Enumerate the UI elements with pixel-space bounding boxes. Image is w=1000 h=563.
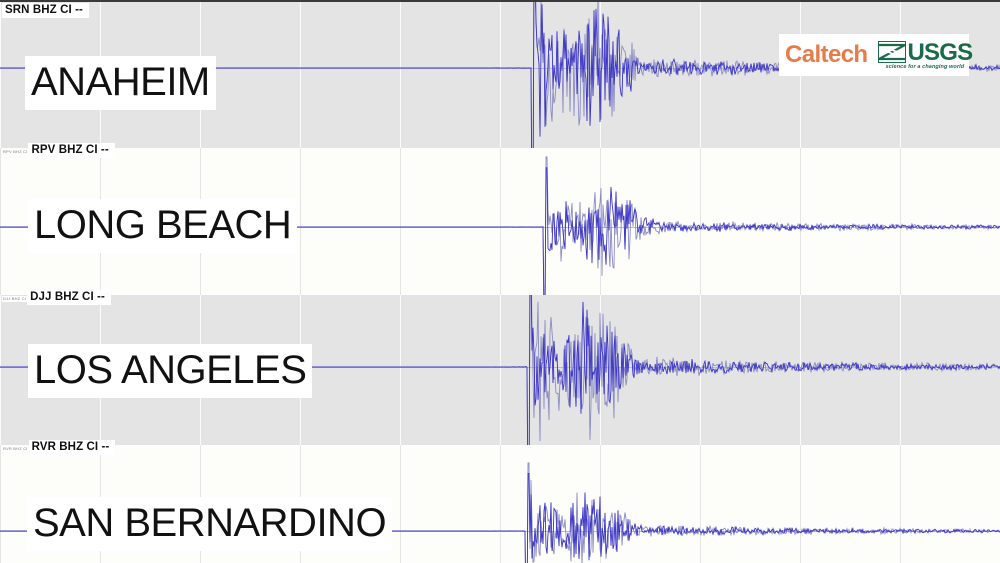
city-label: LONG BEACH — [28, 199, 298, 253]
channel-code-label: RVR BHZ CI -- — [28, 440, 116, 455]
channel-code-label: RPV BHZ CI -- — [28, 143, 115, 158]
usgs-wordmark: USGS — [907, 38, 974, 66]
channel-micro-label: DJJ BHZ CI — [2, 296, 28, 302]
usgs-wave-mark-icon — [877, 41, 906, 63]
channel-header[interactable]: RVR BHZ CI RVR BHZ CI -- — [2, 437, 116, 455]
city-label: LOS ANGELES — [28, 344, 313, 398]
channel-header[interactable]: DJJ BHZ CI DJJ BHZ CI -- — [2, 287, 111, 305]
channel-micro-label: RVR BHZ CI — [2, 446, 29, 452]
caltech-logo: Caltech — [785, 41, 868, 68]
channel-header[interactable]: RPV BHZ CI RPV BHZ CI -- — [2, 140, 115, 158]
top-border — [0, 0, 1000, 2]
usgs-logo-top: USGS — [877, 38, 974, 66]
channel-code-label: DJJ BHZ CI -- — [27, 290, 111, 305]
city-label: SAN BERNARDINO — [27, 497, 393, 551]
usgs-logo: USGS science for a changing world — [877, 38, 974, 71]
logo-bar: Caltech USGS science for a changing worl… — [779, 34, 973, 76]
trace-baseline — [0, 531, 1000, 532]
usgs-tagline: science for a changing world — [885, 63, 965, 70]
channel-header[interactable]: SRN BHZ CI -- — [2, 0, 89, 18]
channel-code-label: SRN BHZ CI -- — [2, 3, 89, 18]
trace-baseline — [0, 227, 1000, 228]
city-label: ANAHEIM — [25, 56, 216, 110]
channel-micro-label: RPV BHZ CI — [2, 149, 29, 155]
